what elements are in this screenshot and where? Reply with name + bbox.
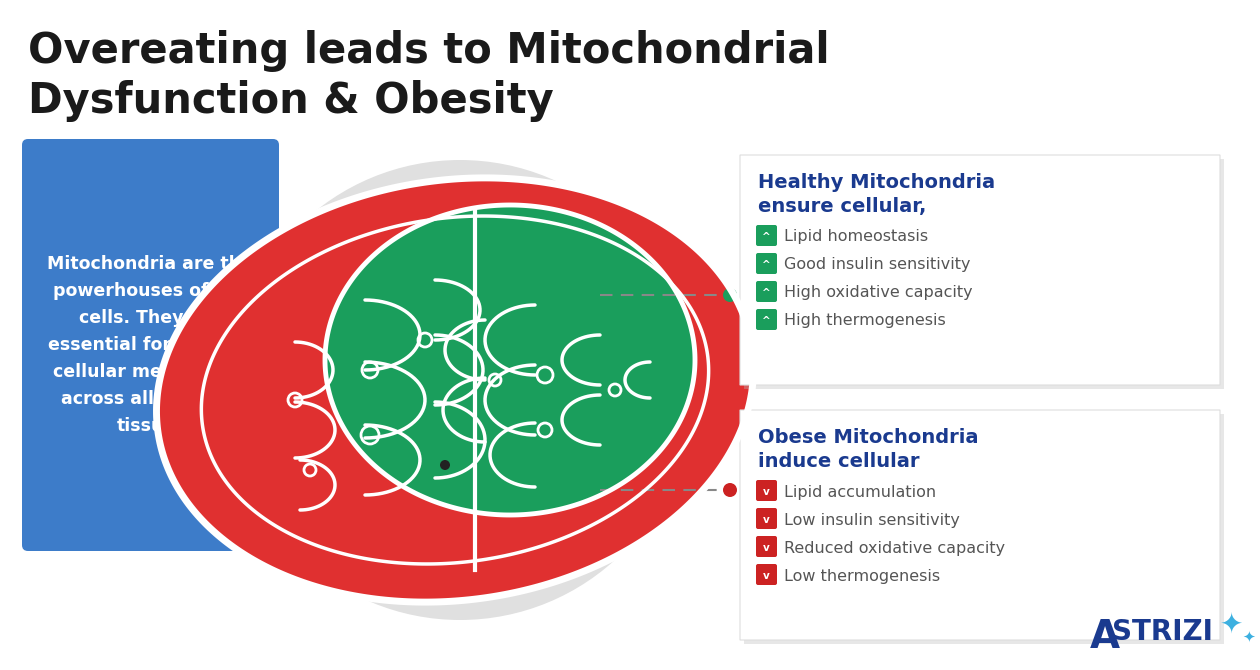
Text: A: A — [1090, 618, 1120, 656]
FancyBboxPatch shape — [740, 410, 1220, 640]
Text: ✦: ✦ — [1220, 610, 1244, 638]
Text: Reduced oxidative capacity: Reduced oxidative capacity — [784, 541, 1005, 555]
Text: High thermogenesis: High thermogenesis — [784, 314, 946, 328]
FancyBboxPatch shape — [756, 253, 777, 274]
Text: ^: ^ — [762, 260, 771, 270]
Text: induce cellular: induce cellular — [759, 452, 920, 471]
Text: Healthy Mitochondria: Healthy Mitochondria — [759, 173, 995, 192]
FancyBboxPatch shape — [756, 281, 777, 302]
FancyBboxPatch shape — [740, 155, 1220, 385]
Circle shape — [723, 483, 737, 497]
Text: ensure cellular,: ensure cellular, — [759, 197, 926, 216]
Text: ^: ^ — [762, 288, 771, 298]
FancyBboxPatch shape — [743, 414, 1223, 644]
Polygon shape — [156, 178, 753, 602]
Text: ^: ^ — [762, 316, 771, 326]
FancyBboxPatch shape — [21, 139, 278, 551]
Text: v: v — [764, 543, 770, 553]
Circle shape — [231, 160, 690, 620]
Circle shape — [723, 288, 737, 302]
FancyBboxPatch shape — [756, 309, 777, 330]
Polygon shape — [325, 205, 696, 515]
FancyBboxPatch shape — [756, 225, 777, 246]
Text: Good insulin sensitivity: Good insulin sensitivity — [784, 257, 970, 273]
FancyBboxPatch shape — [756, 564, 777, 585]
Text: Obese Mitochondria: Obese Mitochondria — [759, 428, 979, 447]
FancyBboxPatch shape — [743, 159, 1223, 389]
Circle shape — [440, 460, 450, 470]
Text: Low insulin sensitivity: Low insulin sensitivity — [784, 513, 960, 527]
Text: Low thermogenesis: Low thermogenesis — [784, 569, 940, 584]
Text: Lipid homeostasis: Lipid homeostasis — [784, 230, 929, 245]
Text: ✦: ✦ — [1242, 630, 1255, 645]
FancyBboxPatch shape — [756, 480, 777, 501]
FancyBboxPatch shape — [756, 508, 777, 529]
FancyBboxPatch shape — [756, 536, 777, 557]
Text: ^: ^ — [762, 232, 771, 242]
Text: Lipid accumulation: Lipid accumulation — [784, 484, 936, 500]
Text: Mitochondria are the
powerhouses of our
cells. They are
essential for healthy
ce: Mitochondria are the powerhouses of our … — [47, 255, 253, 436]
Text: STRIZI: STRIZI — [1113, 618, 1213, 646]
Text: v: v — [764, 515, 770, 525]
Text: High oxidative capacity: High oxidative capacity — [784, 285, 973, 301]
Text: Overeating leads to Mitochondrial: Overeating leads to Mitochondrial — [28, 30, 829, 72]
Text: v: v — [764, 487, 770, 497]
Text: Dysfunction & Obesity: Dysfunction & Obesity — [28, 80, 553, 122]
Text: v: v — [764, 571, 770, 581]
